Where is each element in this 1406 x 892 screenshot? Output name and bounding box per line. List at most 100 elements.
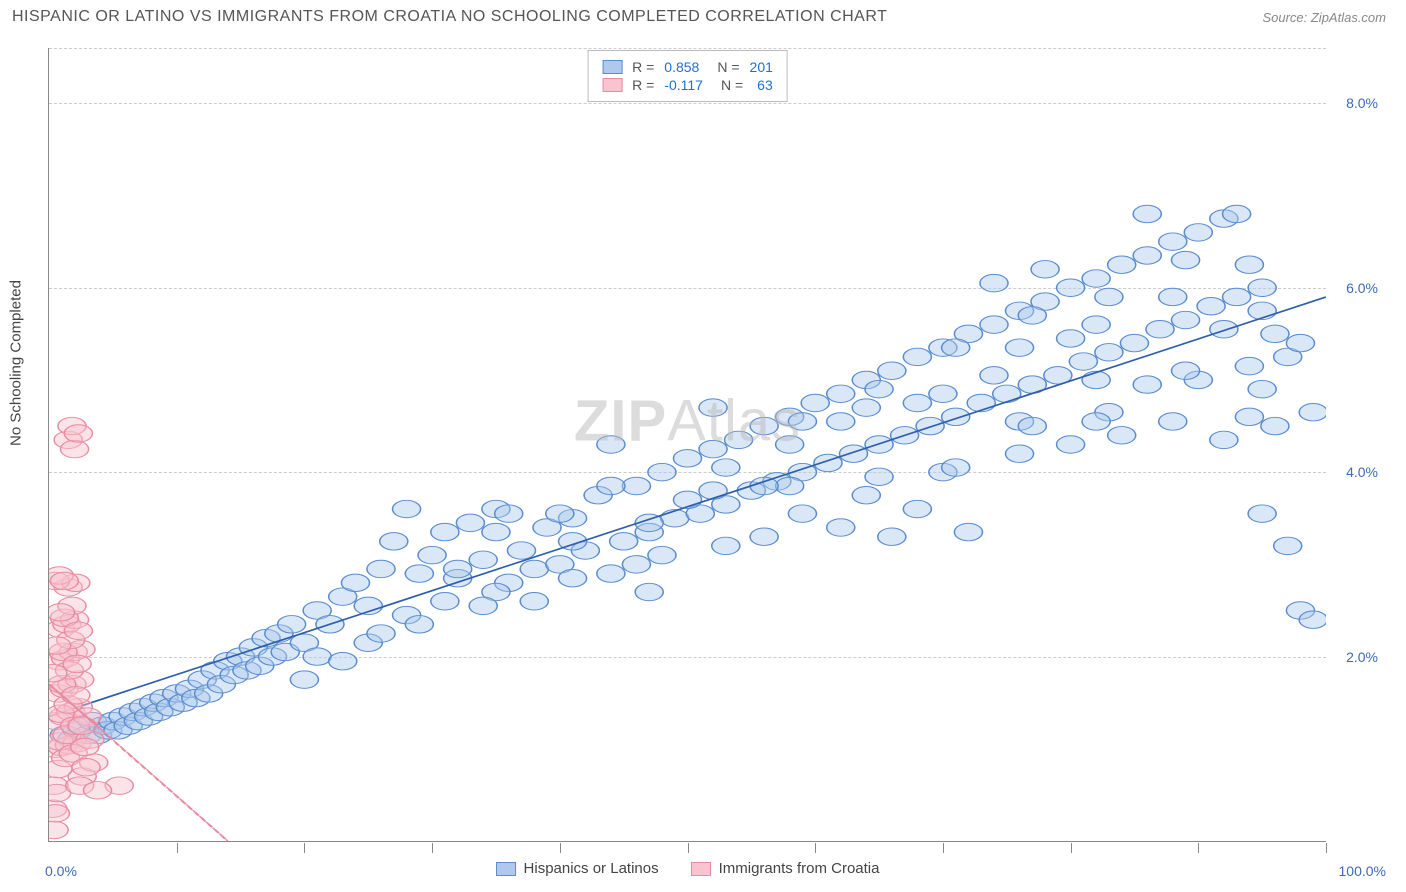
r-value-blue: 0.858 [664, 59, 699, 75]
data-point [1248, 279, 1276, 296]
data-point [1057, 436, 1085, 453]
data-point [1108, 427, 1136, 444]
stats-row-blue: R = 0.858 N = 201 [602, 59, 773, 75]
legend-label-blue: Hispanics or Latinos [524, 860, 659, 877]
swatch-pink [691, 862, 711, 876]
data-point [1133, 376, 1161, 393]
data-point [788, 505, 816, 522]
x-tick [1198, 843, 1199, 853]
data-point [916, 417, 944, 434]
n-value-pink: 63 [757, 77, 773, 93]
data-point [1133, 247, 1161, 264]
data-point [367, 560, 395, 577]
data-point [278, 616, 306, 633]
data-point [1146, 321, 1174, 338]
source-attribution: Source: ZipAtlas.com [1262, 10, 1386, 25]
data-point [1057, 279, 1085, 296]
y-tick-label: 6.0% [1346, 280, 1378, 296]
data-point [49, 805, 69, 822]
data-point [942, 339, 970, 356]
data-point [1005, 445, 1033, 462]
data-point [865, 468, 893, 485]
data-point [380, 533, 408, 550]
data-point [303, 648, 331, 665]
data-point [405, 565, 433, 582]
data-point [776, 436, 804, 453]
data-point [1274, 537, 1302, 554]
data-point [622, 477, 650, 494]
data-point [827, 385, 855, 402]
bottom-legend: Hispanics or Latinos Immigrants from Cro… [496, 860, 880, 877]
data-point [1299, 404, 1326, 421]
data-point [1005, 339, 1033, 356]
data-point [71, 738, 99, 755]
data-point [1133, 205, 1161, 222]
swatch-blue [496, 862, 516, 876]
data-point [635, 583, 663, 600]
data-point [1159, 233, 1187, 250]
data-point [1261, 325, 1289, 342]
data-point [72, 759, 100, 776]
data-point [980, 367, 1008, 384]
data-point [980, 316, 1008, 333]
n-label: N = [717, 59, 739, 75]
x-tick [560, 843, 561, 853]
data-point [393, 500, 421, 517]
data-point [852, 399, 880, 416]
data-point [546, 505, 574, 522]
x-max-label: 100.0% [1339, 863, 1386, 879]
data-point [469, 597, 497, 614]
data-point [1082, 371, 1110, 388]
x-tick [688, 843, 689, 853]
data-point [1031, 261, 1059, 278]
data-point [993, 385, 1021, 402]
data-point [1248, 505, 1276, 522]
data-point [329, 652, 357, 669]
data-point [1171, 362, 1199, 379]
data-point [750, 528, 778, 545]
data-point [622, 556, 650, 573]
data-point [1197, 297, 1225, 314]
data-point [1120, 334, 1148, 351]
legend-item-pink: Immigrants from Croatia [691, 860, 880, 877]
data-point [64, 622, 92, 639]
data-point [1248, 380, 1276, 397]
chart-title: HISPANIC OR LATINO VS IMMIGRANTS FROM CR… [12, 8, 887, 26]
data-point [942, 408, 970, 425]
data-point [507, 542, 535, 559]
data-point [62, 687, 90, 704]
data-point [520, 593, 548, 610]
source-prefix: Source: [1262, 10, 1310, 25]
data-point [1108, 256, 1136, 273]
data-point [610, 533, 638, 550]
x-tick [943, 843, 944, 853]
data-point [1159, 288, 1187, 305]
data-point [597, 565, 625, 582]
stats-row-pink: R = -0.117 N = 63 [602, 77, 773, 93]
data-point [1286, 334, 1314, 351]
data-point [1210, 321, 1238, 338]
data-point [801, 394, 829, 411]
data-point [1095, 344, 1123, 361]
data-point [648, 546, 676, 563]
data-point [597, 477, 625, 494]
legend-label-pink: Immigrants from Croatia [719, 860, 880, 877]
data-point [839, 445, 867, 462]
data-point [827, 519, 855, 536]
legend-item-blue: Hispanics or Latinos [496, 860, 659, 877]
data-point [405, 616, 433, 633]
data-point [520, 560, 548, 577]
data-point [456, 514, 484, 531]
n-label: N = [721, 77, 743, 93]
data-point [712, 537, 740, 554]
x-tick [304, 843, 305, 853]
x-tick [1071, 843, 1072, 853]
data-point [431, 523, 459, 540]
data-point [1082, 413, 1110, 430]
data-point [967, 394, 995, 411]
data-point [750, 417, 778, 434]
r-value-pink: -0.117 [664, 77, 703, 93]
data-point [1235, 256, 1263, 273]
data-point [865, 380, 893, 397]
x-tick [1326, 843, 1327, 853]
